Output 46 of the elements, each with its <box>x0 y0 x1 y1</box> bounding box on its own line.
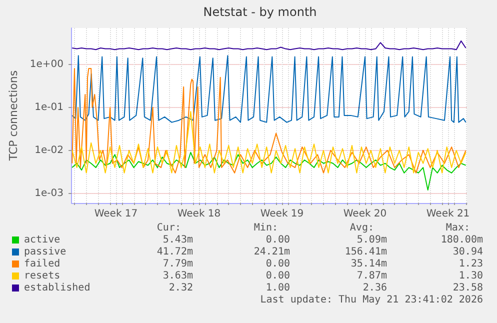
text: 35.14m <box>350 258 387 270</box>
text: 2.32 <box>168 282 193 294</box>
text: Cur: <box>156 222 181 234</box>
line-series <box>72 55 466 123</box>
text: 180.00m <box>440 234 483 246</box>
text: 1.23 <box>458 258 483 270</box>
text: 30.94 <box>452 246 483 258</box>
x-tick-label: Week 19 <box>260 208 304 220</box>
y-tick-label: 1e-01 <box>34 102 64 113</box>
legend-label: resets <box>24 270 60 282</box>
y-tick-label: 1e+00 <box>30 58 64 70</box>
x-tick-label: Week 18 <box>177 208 221 220</box>
text: Max: <box>446 222 470 234</box>
line-series <box>72 152 466 191</box>
text: 5.43m <box>162 234 193 246</box>
x-tick-label: Week 21 <box>426 208 470 220</box>
line-series <box>72 68 466 174</box>
text: 1.00 <box>266 282 290 294</box>
legend-label: active <box>24 234 60 246</box>
text: 5.09m <box>356 234 387 246</box>
text: 7.79m <box>162 258 193 270</box>
legend-label: established <box>24 282 90 294</box>
text: Last update: Thu May 21 23:41:02 2026 <box>260 294 483 306</box>
text: 24.21m <box>254 246 290 258</box>
line-series <box>72 40 466 50</box>
text: 156.41m <box>344 246 387 258</box>
text: 3.63m <box>162 270 193 282</box>
text: 1.30 <box>458 270 483 282</box>
chart-title: Netstat - by month <box>203 5 317 19</box>
line-series <box>72 111 466 174</box>
y-tick-label: 1e-03 <box>34 188 64 199</box>
text: Avg: <box>350 222 374 234</box>
text: 7.87m <box>356 270 387 282</box>
text: 0.00 <box>266 234 290 246</box>
x-tick-label: Week 17 <box>94 208 138 220</box>
y-axis-title: TCP connections <box>7 70 20 162</box>
legend-label: failed <box>24 258 60 270</box>
text: 0.00 <box>266 270 290 282</box>
text: 2.36 <box>362 282 387 294</box>
text: 0.00 <box>266 258 290 270</box>
text: 23.58 <box>452 282 483 294</box>
y-tick-label: 1e-02 <box>34 144 64 156</box>
text: 41.72m <box>156 246 193 258</box>
text: Min: <box>254 222 278 234</box>
x-tick-label: Week 20 <box>343 208 387 220</box>
legend-label: passive <box>24 246 66 258</box>
